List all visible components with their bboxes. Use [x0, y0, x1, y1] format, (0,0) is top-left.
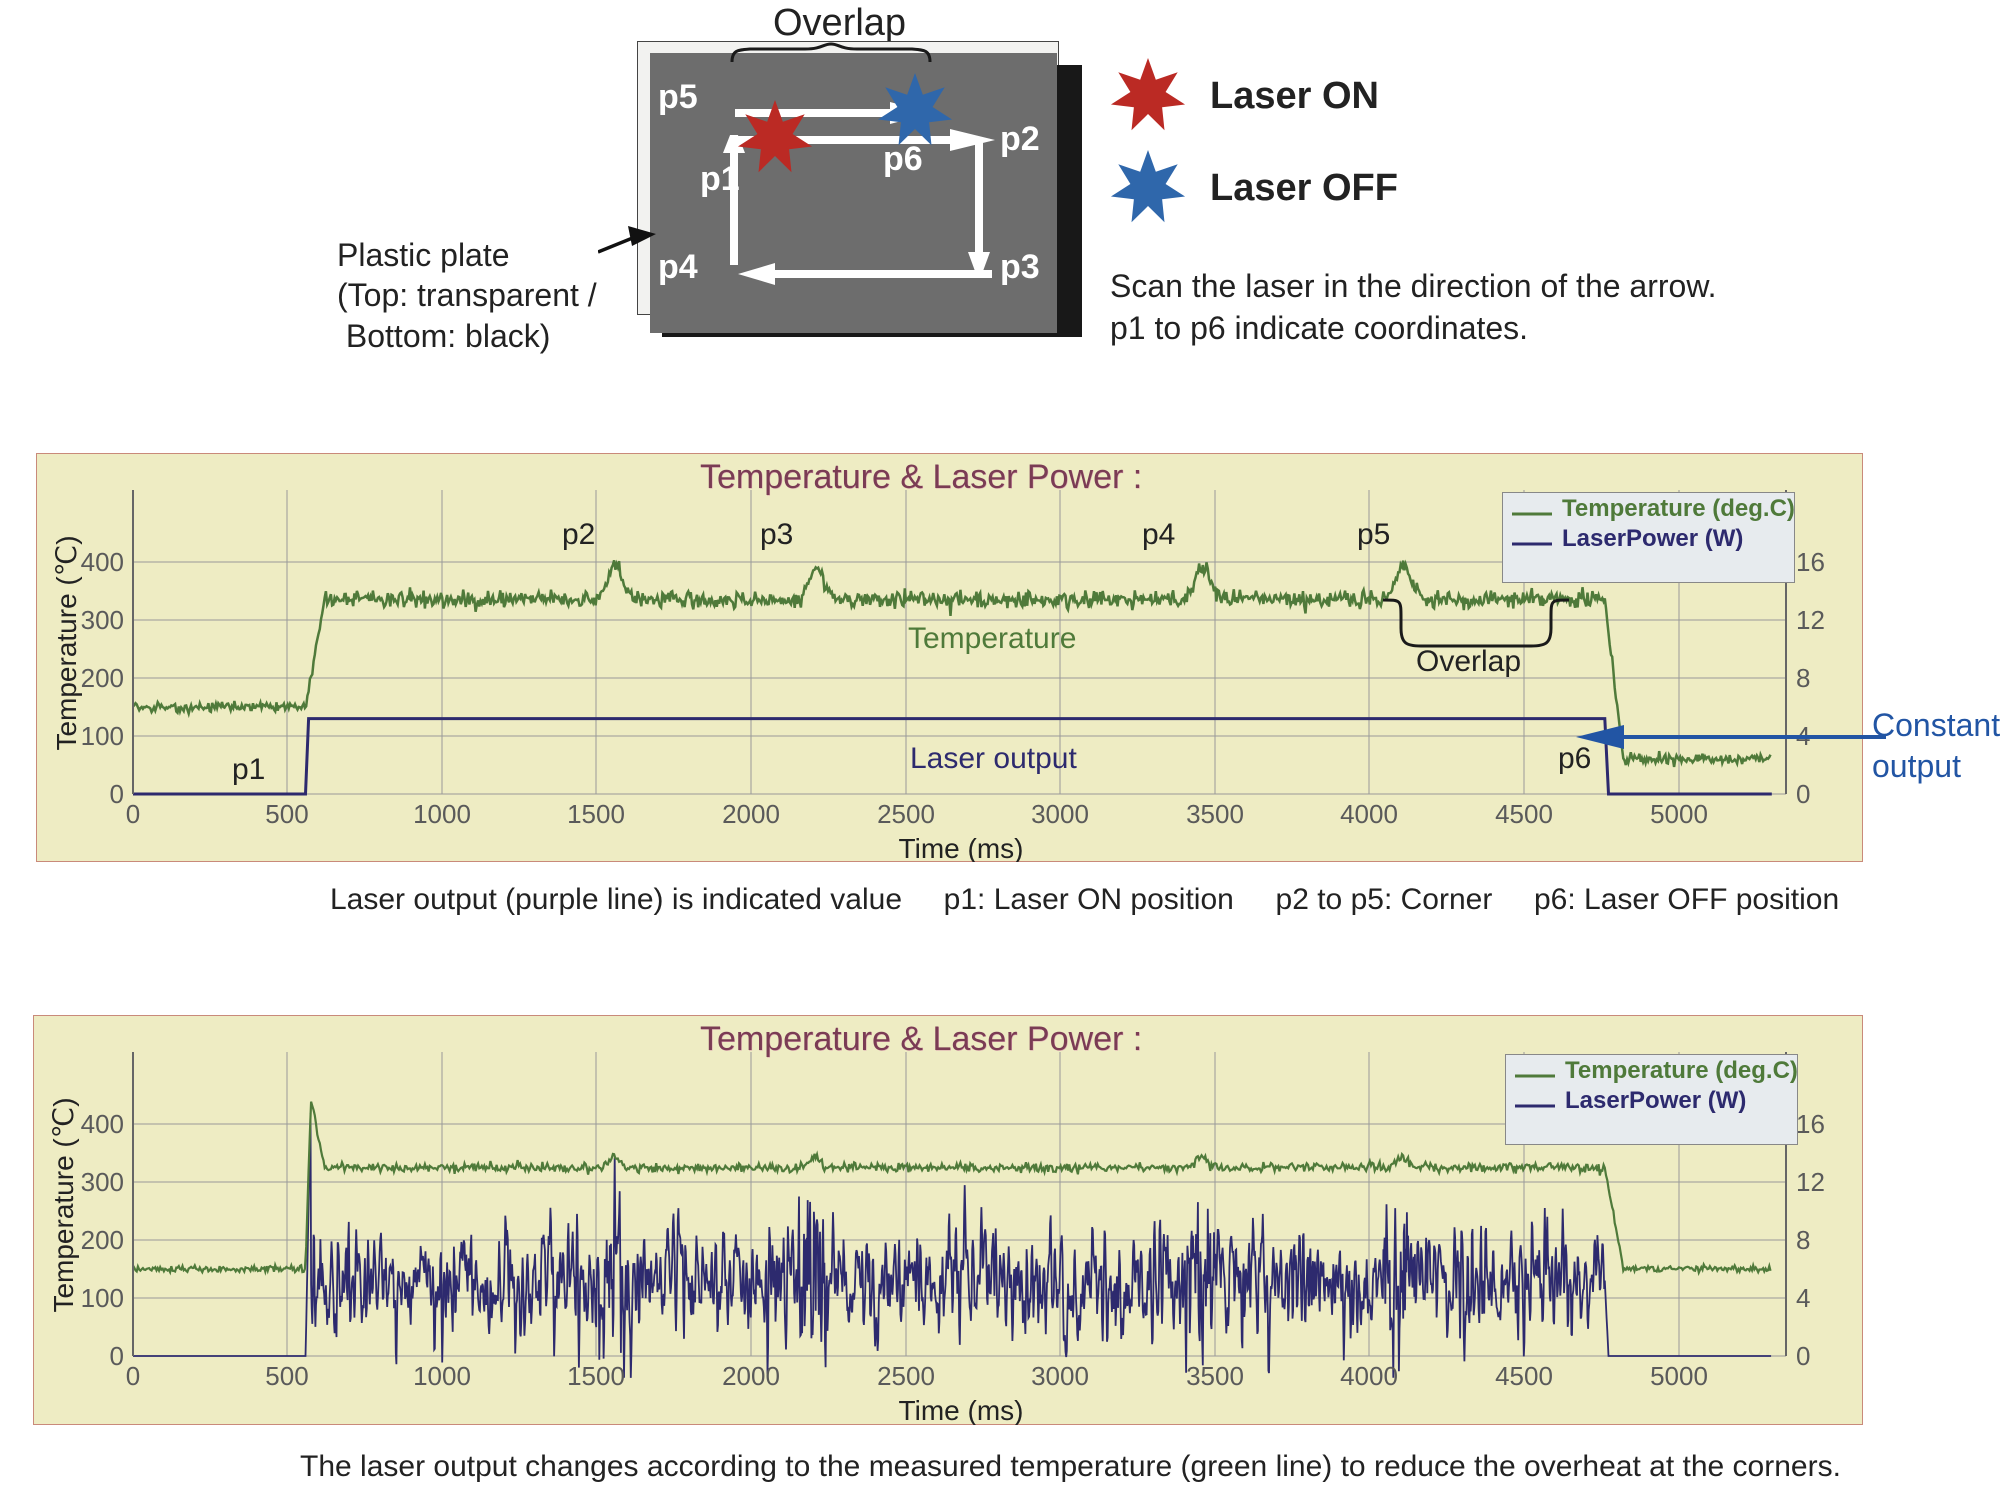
- svg-text:3500: 3500: [1186, 799, 1244, 829]
- svg-text:4: 4: [1796, 1283, 1810, 1313]
- svg-text:Time (ms): Time (ms): [899, 833, 1024, 862]
- svg-text:1000: 1000: [413, 1361, 471, 1391]
- svg-text:2000: 2000: [722, 1361, 780, 1391]
- svg-text:2000: 2000: [722, 799, 780, 829]
- svg-text:Temperature (℃): Temperature (℃): [48, 1097, 79, 1312]
- svg-text:8: 8: [1796, 663, 1810, 693]
- svg-text:Temperature (℃): Temperature (℃): [51, 535, 82, 750]
- svg-text:200: 200: [81, 663, 124, 693]
- svg-text:400: 400: [81, 547, 124, 577]
- svg-text:0: 0: [126, 1361, 140, 1391]
- svg-text:3500: 3500: [1186, 1361, 1244, 1391]
- svg-text:4500: 4500: [1495, 799, 1553, 829]
- svg-text:4000: 4000: [1340, 1361, 1398, 1391]
- svg-text:12: 12: [1796, 1167, 1825, 1197]
- svg-text:Time (ms): Time (ms): [899, 1395, 1024, 1425]
- svg-text:4500: 4500: [1495, 1361, 1553, 1391]
- svg-text:8: 8: [1796, 1225, 1810, 1255]
- svg-text:5000: 5000: [1650, 799, 1708, 829]
- svg-text:3000: 3000: [1031, 1361, 1089, 1391]
- svg-text:500: 500: [265, 799, 308, 829]
- svg-text:0: 0: [1796, 1341, 1810, 1371]
- svg-text:5000: 5000: [1650, 1361, 1708, 1391]
- svg-text:16: 16: [1796, 547, 1825, 577]
- svg-text:500: 500: [265, 1361, 308, 1391]
- svg-text:200: 200: [81, 1225, 124, 1255]
- svg-text:400: 400: [81, 1109, 124, 1139]
- svg-text:0: 0: [110, 779, 124, 809]
- svg-text:300: 300: [81, 1167, 124, 1197]
- svg-text:1500: 1500: [567, 1361, 625, 1391]
- svg-text:1000: 1000: [413, 799, 471, 829]
- svg-text:4000: 4000: [1340, 799, 1398, 829]
- svg-text:100: 100: [81, 721, 124, 751]
- svg-text:0: 0: [110, 1341, 124, 1371]
- svg-text:12: 12: [1796, 605, 1825, 635]
- svg-text:16: 16: [1796, 1109, 1825, 1139]
- svg-text:300: 300: [81, 605, 124, 635]
- svg-text:2500: 2500: [877, 799, 935, 829]
- svg-text:2500: 2500: [877, 1361, 935, 1391]
- svg-text:3000: 3000: [1031, 799, 1089, 829]
- svg-text:1500: 1500: [567, 799, 625, 829]
- svg-text:100: 100: [81, 1283, 124, 1313]
- svg-text:0: 0: [126, 799, 140, 829]
- svg-text:0: 0: [1796, 779, 1810, 809]
